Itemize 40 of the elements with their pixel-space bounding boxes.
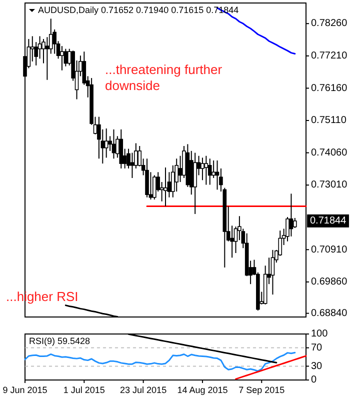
x-tick-label: 7 Sep 2015 (238, 385, 285, 395)
y-tick-label: 0 (311, 374, 317, 386)
chart-title: RSI(9) 59.5428 (29, 336, 90, 346)
candlestick (64, 48, 68, 67)
y-tick-label: 0.78260 (311, 18, 348, 30)
candlestick (293, 217, 297, 228)
y-tick-label: 70 (311, 342, 323, 354)
candlestick (200, 157, 204, 181)
candlestick (97, 116, 101, 160)
line-series (235, 355, 307, 380)
candlestick (289, 193, 294, 237)
y-tick-label: 0.70910 (311, 244, 348, 256)
y-tick-label: 100 (311, 328, 328, 340)
y-tick-label: 30 (311, 360, 323, 372)
candlestick (204, 155, 208, 186)
candlestick (164, 167, 168, 207)
x-tick-label: 1 Jul 2015 (63, 385, 105, 395)
candlestick (60, 46, 64, 71)
candlestick (152, 174, 156, 200)
line-series (24, 352, 296, 372)
y-tick-label: 0.77210 (311, 50, 348, 62)
x-tick-label: 14 Aug 2015 (177, 385, 228, 395)
y-tick-label: 0.75110 (311, 115, 347, 126)
candlestick (130, 152, 134, 178)
x-tick-label: 9 Jun 2015 (2, 385, 48, 395)
y-tick-label: 0.69860 (311, 276, 348, 288)
y-tick-label: 0.68840 (311, 308, 348, 319)
candlestick (45, 36, 50, 80)
candlestick (112, 128, 116, 160)
candlestick (104, 128, 108, 158)
candlestick (270, 249, 275, 296)
candlestick (208, 158, 212, 186)
y-tick-label: 0.76160 (311, 82, 348, 94)
candlestick (212, 160, 216, 178)
y-tick-label: 0.73010 (311, 180, 348, 191)
annotation: ...threatening further downside (105, 62, 223, 93)
candlestick (215, 160, 220, 190)
x-tick-label: 23 Jul 2015 (120, 385, 167, 395)
y-tick-label: 0.74060 (311, 147, 348, 158)
annotation: 0.71844 (310, 216, 347, 227)
